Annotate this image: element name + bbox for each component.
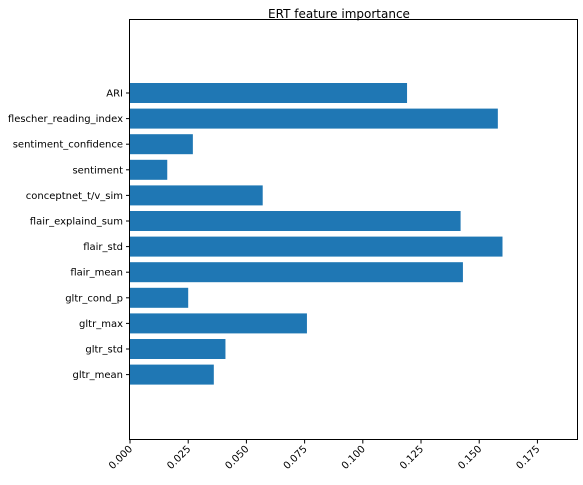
y-tick-label: gltr_mean <box>72 370 123 381</box>
y-tick-label: sentiment <box>72 165 123 176</box>
bar-9 <box>130 313 307 334</box>
bar-3 <box>130 159 168 180</box>
y-tick-label: flair_mean <box>70 268 123 279</box>
y-tick-label: sentiment_confidence <box>13 140 123 151</box>
x-tick-label: 0.025 <box>165 444 193 472</box>
y-tick-label: gltr_max <box>79 319 123 330</box>
plot-frame <box>129 19 578 440</box>
y-tick-label: gltr_std <box>85 345 123 356</box>
bar-1 <box>130 108 498 129</box>
y-tick-label: conceptnet_t/v_sim <box>26 191 123 202</box>
x-tick-label: 0.100 <box>340 444 368 472</box>
x-ticks: 0.000 0.025 0.050 0.075 0.100 0.125 0.150 0.175 <box>107 439 543 472</box>
x-tick-label: 0.175 <box>515 444 543 472</box>
bars-group <box>130 83 503 385</box>
bar-5 <box>130 211 461 231</box>
bar-2 <box>130 134 193 155</box>
bar-7 <box>130 262 463 283</box>
y-tick-label: gltr_cond_p <box>65 293 123 304</box>
bar-11 <box>130 364 214 385</box>
y-tick-label: flair_explaind_sum <box>30 217 123 228</box>
y-tick-label: flescher_reading_index <box>8 114 123 125</box>
bar-10 <box>130 339 226 359</box>
x-tick-label: 0.050 <box>223 444 251 472</box>
y-tick-label: ARI <box>106 89 123 100</box>
bar-0 <box>130 83 408 103</box>
bar-4 <box>130 185 263 206</box>
x-tick-label: 0.150 <box>456 444 484 472</box>
x-tick-label: 0.075 <box>282 444 310 472</box>
chart-title: ERT feature importance <box>268 7 410 21</box>
y-tick-labels: ARI flescher_reading_index sentiment_confi… <box>8 89 130 381</box>
bar-8 <box>130 287 189 308</box>
x-tick-label: 0.125 <box>398 444 426 472</box>
y-tick-label: flair_std <box>83 242 123 253</box>
bar-6 <box>130 236 503 257</box>
x-tick-label: 0.000 <box>107 444 135 472</box>
